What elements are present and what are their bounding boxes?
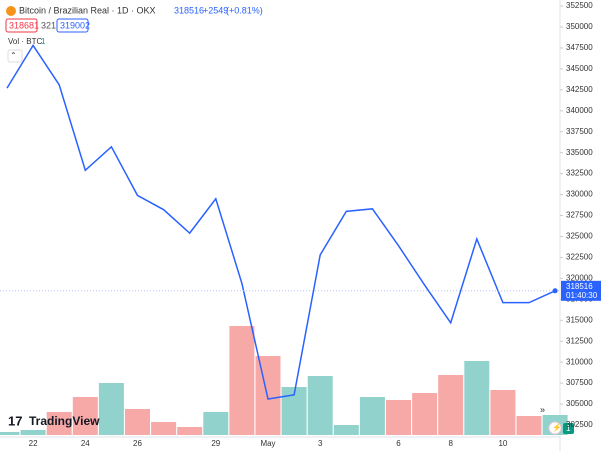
y-tick-label: 310000: [566, 357, 593, 366]
x-tick-label: 3: [318, 439, 323, 448]
ask-box[interactable]: [56, 18, 89, 33]
scroll-icon[interactable]: »: [540, 404, 545, 414]
volume-value: 1: [41, 37, 46, 46]
symbol-title: Bitcoin / Brazilian Real · 1D · OKX: [19, 5, 156, 15]
volume-bar: [255, 356, 281, 435]
volume-bar: [464, 361, 490, 435]
volume-bar: [177, 427, 203, 435]
volume-bar: [412, 393, 438, 435]
x-tick-label: May: [260, 439, 275, 448]
x-tick-label: 26: [133, 439, 142, 448]
last-price: 318516: [174, 5, 204, 15]
last-price-dot: [552, 288, 558, 294]
y-tick-label: 345000: [566, 64, 593, 73]
y-tick-label: 312500: [566, 336, 593, 345]
brand: TradingView: [29, 414, 100, 428]
price-change-pct: (+0.81%): [226, 5, 263, 15]
y-tick-label: 350000: [566, 22, 593, 31]
y-tick-label: 315000: [566, 315, 593, 324]
y-tick-label: 352500: [566, 1, 593, 10]
logo-mark: 17: [8, 413, 22, 428]
y-tick-label: 305000: [566, 399, 593, 408]
last-price-box: [561, 280, 601, 301]
price-line: [6, 44, 556, 400]
volume-bar: [229, 326, 255, 435]
volume-bar: [151, 422, 177, 435]
y-tick-label: 347500: [566, 43, 593, 52]
bid-box[interactable]: [5, 18, 38, 33]
volume-bar: [72, 397, 98, 435]
volume-bar: [307, 376, 333, 435]
volume-bar: [98, 383, 124, 435]
collapse-button[interactable]: [7, 49, 23, 63]
price-change: +2549: [203, 5, 228, 15]
volume-label: Vol · BTC: [8, 37, 42, 46]
volume-bar: [0, 432, 20, 435]
collapse-icon: ⌃: [10, 51, 17, 60]
volume-bar: [20, 430, 46, 435]
volume-bar: [333, 425, 359, 435]
x-tick-label: 29: [211, 439, 220, 448]
y-tick-label: 302500: [566, 420, 593, 429]
alert-icon[interactable]: [548, 421, 562, 435]
y-tick-label: 335000: [566, 148, 593, 157]
x-tick-label: 8: [448, 439, 453, 448]
volume-bar: [490, 390, 516, 435]
volume-bar: [516, 416, 542, 435]
y-tick-label: 332500: [566, 169, 593, 178]
bid: 318681: [9, 20, 39, 30]
volume-bar: [203, 412, 229, 435]
y-tick-label: 307500: [566, 378, 593, 387]
volume-badge-text: 1: [566, 424, 571, 433]
volume-badge: [563, 423, 574, 434]
y-tick-label: 325000: [566, 232, 593, 241]
countdown-label: 01:40:30: [566, 291, 598, 300]
y-tick-label: 320000: [566, 273, 593, 282]
y-tick-label: 327500: [566, 211, 593, 220]
x-tick-label: 24: [81, 439, 90, 448]
spread: 321: [41, 20, 56, 30]
last-price-label: 318516: [566, 282, 593, 291]
coin-icon: [6, 6, 16, 16]
volume-bar: [125, 409, 150, 435]
y-tick-label: 342500: [566, 85, 593, 94]
y-tick-label: 337500: [566, 127, 593, 136]
volume-bar: [359, 397, 385, 435]
volume-bar: [438, 375, 464, 435]
x-tick-label: 10: [498, 439, 507, 448]
volume-bar: [386, 400, 411, 435]
x-tick-label: 6: [396, 439, 401, 448]
x-tick-label: 22: [29, 439, 38, 448]
y-tick-label: 322500: [566, 253, 593, 262]
alert-glyph: ⚡: [552, 422, 562, 432]
volume-bar: [46, 412, 72, 435]
ask: 319002: [60, 20, 90, 30]
y-tick-label: 330000: [566, 190, 593, 199]
y-tick-label: 340000: [566, 106, 593, 115]
